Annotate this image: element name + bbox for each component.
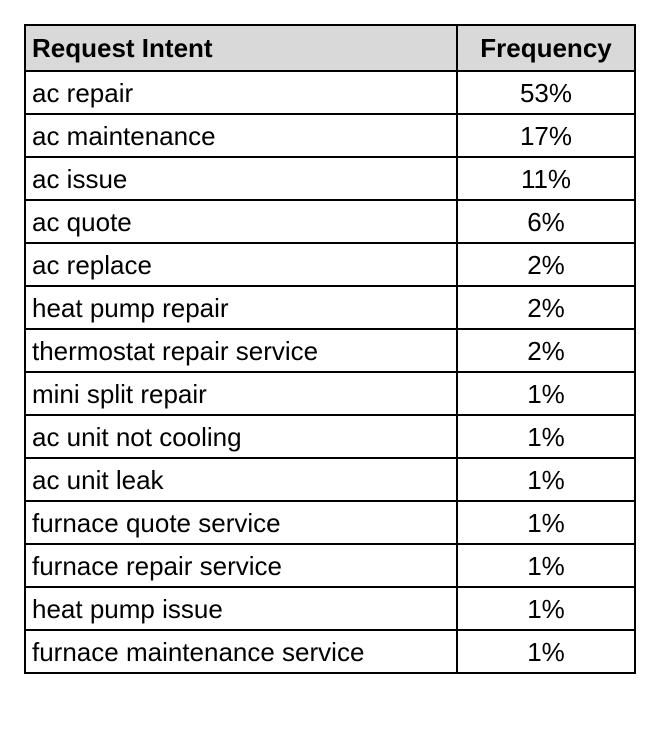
- table-row: ac issue 11%: [24, 156, 636, 201]
- request-intent-table: Request Intent Frequency ac repair 53% ac …: [24, 24, 636, 674]
- request-intent-cell: ac quote: [24, 199, 458, 244]
- table-body: ac repair 53% ac maintenance 17% ac issue 11%…: [24, 70, 636, 674]
- request-intent-cell: ac unit leak: [24, 457, 458, 502]
- frequency-cell: 53%: [456, 70, 636, 115]
- request-intent-cell: ac issue: [24, 156, 458, 201]
- frequency-cell: 17%: [456, 113, 636, 158]
- frequency-cell: 1%: [456, 414, 636, 459]
- request-intent-cell: ac repair: [24, 70, 458, 115]
- request-intent-cell: heat pump issue: [24, 586, 458, 631]
- table-row: ac quote 6%: [24, 199, 636, 244]
- frequency-cell: 1%: [456, 543, 636, 588]
- frequency-cell: 1%: [456, 371, 636, 416]
- column-header-frequency: Frequency: [456, 24, 636, 72]
- request-intent-cell: furnace repair service: [24, 543, 458, 588]
- table-header-row: Request Intent Frequency: [24, 24, 636, 72]
- table-row: ac unit leak 1%: [24, 457, 636, 502]
- table-row: ac repair 53%: [24, 70, 636, 115]
- frequency-cell: 11%: [456, 156, 636, 201]
- frequency-cell: 1%: [456, 586, 636, 631]
- request-intent-cell: furnace quote service: [24, 500, 458, 545]
- table-row: mini split repair 1%: [24, 371, 636, 416]
- request-intent-cell: ac unit not cooling: [24, 414, 458, 459]
- table-row: furnace maintenance service 1%: [24, 629, 636, 674]
- table-row: thermostat repair service 2%: [24, 328, 636, 373]
- table-row: furnace quote service 1%: [24, 500, 636, 545]
- table-row: ac unit not cooling 1%: [24, 414, 636, 459]
- frequency-cell: 2%: [456, 242, 636, 287]
- request-intent-cell: thermostat repair service: [24, 328, 458, 373]
- frequency-cell: 6%: [456, 199, 636, 244]
- frequency-cell: 1%: [456, 457, 636, 502]
- table-row: heat pump issue 1%: [24, 586, 636, 631]
- request-intent-cell: ac replace: [24, 242, 458, 287]
- table-row: ac replace 2%: [24, 242, 636, 287]
- request-intent-cell: furnace maintenance service: [24, 629, 458, 674]
- table-row: furnace repair service 1%: [24, 543, 636, 588]
- column-header-request-intent: Request Intent: [24, 24, 458, 72]
- request-intent-cell: mini split repair: [24, 371, 458, 416]
- table-row: heat pump repair 2%: [24, 285, 636, 330]
- frequency-cell: 2%: [456, 285, 636, 330]
- table-row: ac maintenance 17%: [24, 113, 636, 158]
- frequency-cell: 1%: [456, 500, 636, 545]
- request-intent-cell: heat pump repair: [24, 285, 458, 330]
- frequency-cell: 1%: [456, 629, 636, 674]
- frequency-cell: 2%: [456, 328, 636, 373]
- request-intent-cell: ac maintenance: [24, 113, 458, 158]
- request-intent-table-wrapper: Request Intent Frequency ac repair 53% ac …: [24, 24, 636, 674]
